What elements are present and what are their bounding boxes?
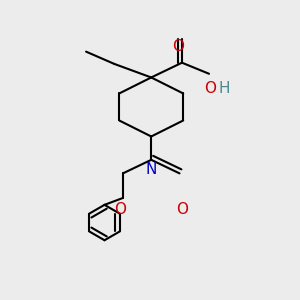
Text: O: O [172,39,184,54]
Text: O: O [176,202,188,217]
Text: O: O [204,81,216,96]
Text: N: N [146,162,157,177]
Text: H: H [218,81,230,96]
Text: O: O [115,202,127,217]
